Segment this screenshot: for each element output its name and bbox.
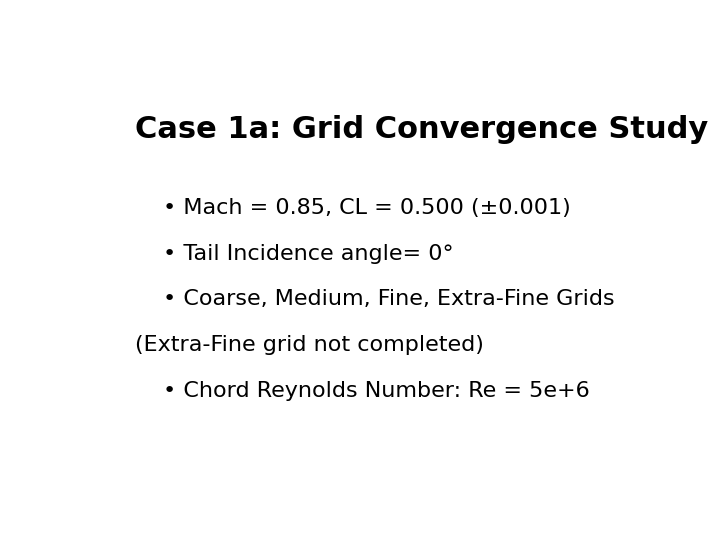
Text: • Chord Reynolds Number: Re = 5e+6: • Chord Reynolds Number: Re = 5e+6 xyxy=(163,381,589,401)
Text: (Extra-Fine grid not completed): (Extra-Fine grid not completed) xyxy=(135,335,484,355)
Text: Case 1a: Grid Convergence Study: Case 1a: Grid Convergence Study xyxy=(135,114,708,144)
Text: • Tail Incidence angle= 0°: • Tail Incidence angle= 0° xyxy=(163,244,453,264)
Text: • Mach = 0.85, CL = 0.500 (±0.001): • Mach = 0.85, CL = 0.500 (±0.001) xyxy=(163,198,570,218)
Text: • Coarse, Medium, Fine, Extra-Fine Grids: • Coarse, Medium, Fine, Extra-Fine Grids xyxy=(163,289,614,309)
